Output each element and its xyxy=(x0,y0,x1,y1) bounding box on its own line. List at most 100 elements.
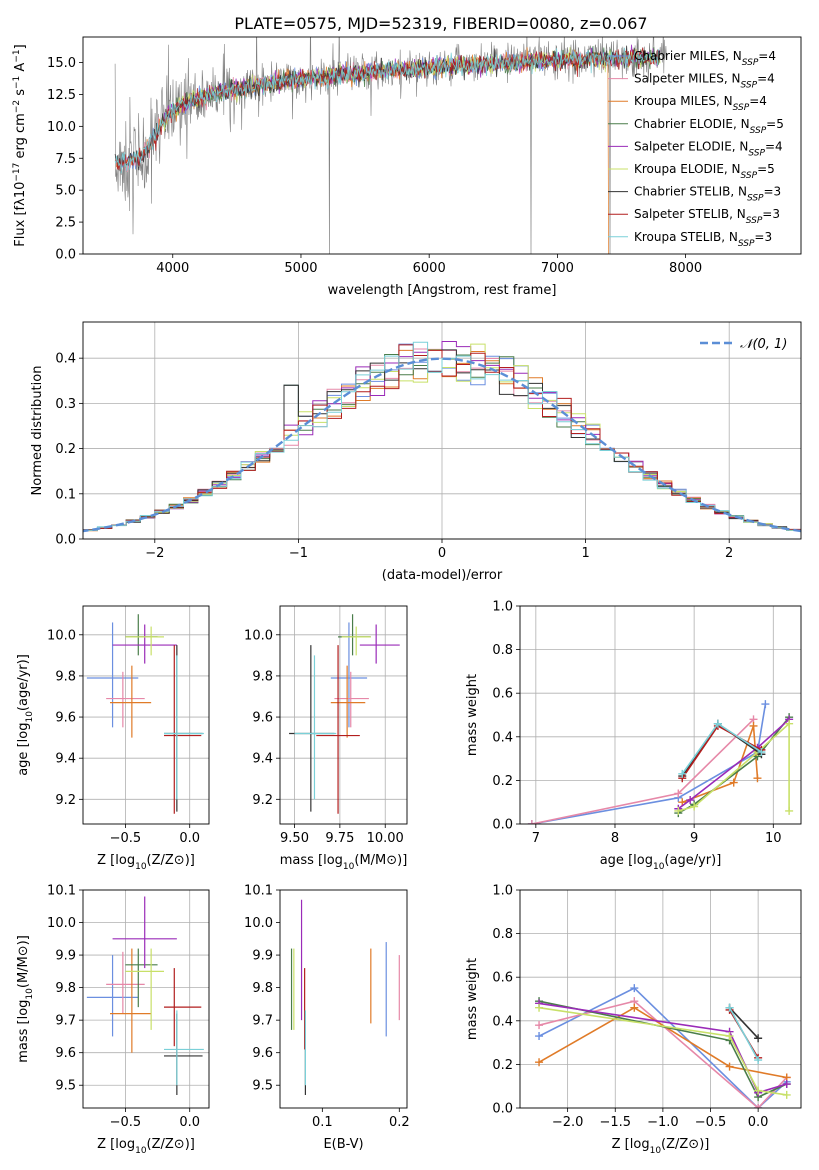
y-tick-label: 0.6 xyxy=(492,971,513,986)
normal-distribution-curve xyxy=(83,357,801,533)
y-tick-label: 0.2 xyxy=(55,442,76,457)
axes-frame xyxy=(519,605,802,825)
y-tick-label: 9.8 xyxy=(252,669,273,684)
point-marker-kroupa-elodie xyxy=(754,1086,763,1095)
y-tick-label: 9.8 xyxy=(55,669,76,684)
axes-frame xyxy=(82,889,210,1109)
plot-area xyxy=(83,341,801,534)
y-tick-label: 0.1 xyxy=(55,487,76,502)
series-line-kroupa-miles xyxy=(538,1006,787,1079)
x-tick-label: 10 xyxy=(765,831,782,846)
x-tick-label: −0.5 xyxy=(695,1115,727,1130)
y-tick-label: 10.0 xyxy=(47,916,76,931)
point-marker-chabrier-miles xyxy=(630,984,639,993)
point-marker-chabrier-stelib xyxy=(754,1034,763,1043)
y-tick-label: 5.0 xyxy=(55,184,76,199)
plot-area xyxy=(535,984,791,1108)
plot-area xyxy=(114,37,667,254)
histogram-kroupa-stelib xyxy=(83,341,801,534)
x-axis-label: Z [log10(Z/Z⊙)] xyxy=(97,853,195,872)
legend-label-salpeter-stelib: Salpeter STELIB, NSSP=3 xyxy=(634,207,780,226)
y-tick-label: 9.4 xyxy=(55,752,76,767)
axes-frame xyxy=(279,889,408,1109)
y-tick-label: 9.5 xyxy=(252,1079,273,1094)
plot-area xyxy=(86,896,204,1095)
series-line-chabrier-miles xyxy=(531,703,767,824)
y-tick-label: 0.0 xyxy=(492,818,513,833)
plot-area xyxy=(290,899,400,1095)
y-tick-label: 9.9 xyxy=(55,949,76,964)
axes-frame xyxy=(82,321,802,540)
x-tick-label: −0.5 xyxy=(110,1115,142,1130)
x-tick-label: 2 xyxy=(725,546,733,561)
x-tick-label: −2.0 xyxy=(552,1115,584,1130)
x-axis-label: Z [log10(Z/Z⊙)] xyxy=(612,1137,710,1156)
series-line-chabrier-elodie xyxy=(538,1000,788,1099)
x-tick-label: 9.50 xyxy=(280,831,309,846)
y-tick-label: 9.6 xyxy=(252,711,273,726)
y-tick-label: 9.2 xyxy=(252,793,273,808)
y-tick-label: 0.3 xyxy=(55,397,76,412)
x-axis-label: age [log10(age/yr)] xyxy=(600,853,722,872)
x-tick-label: 0.1 xyxy=(312,1115,333,1130)
x-tick-label: 8 xyxy=(611,831,619,846)
y-tick-label: 9.6 xyxy=(55,1046,76,1061)
point-marker-salpeter-miles xyxy=(754,1104,763,1108)
y-tick-label: 9.6 xyxy=(252,1046,273,1061)
plot-area xyxy=(289,614,400,814)
y-tick-label: 7.5 xyxy=(55,152,76,167)
age-vs-mass-panel: 9.50 9.75 10.00 9.2 9.4 9.6 9.8 10.0 mass [log10… xyxy=(244,605,408,872)
y-tick-label: 0.8 xyxy=(492,927,513,942)
y-tick-label: 0.2 xyxy=(492,1058,513,1073)
y-tick-label: 10.1 xyxy=(244,884,273,899)
point-marker-chabrier-miles xyxy=(761,700,770,709)
mass-weight-vs-metallicity-panel: −2.0 −1.5 −1.0 −0.5 0.0 0.0 0.2 0.4 0.6 0.8 1.0 Z [… xyxy=(465,884,802,1156)
y-tick-label: 10.1 xyxy=(47,884,76,899)
legend-label-chabrier-miles: Chabrier MILES, NSSP=4 xyxy=(634,49,776,68)
y-tick-label: 0.0 xyxy=(492,1102,513,1117)
model-spectrum-kroupa-stelib xyxy=(114,47,661,174)
point-marker-kroupa-stelib xyxy=(678,769,687,778)
x-tick-label: 9.75 xyxy=(325,831,354,846)
y-tick-label: 15.0 xyxy=(47,56,76,71)
x-tick-label: 0.0 xyxy=(748,1115,769,1130)
x-tick-label: 8000 xyxy=(669,261,702,276)
series-line-kroupa-stelib xyxy=(728,1007,759,1061)
x-tick-label: 9 xyxy=(690,831,698,846)
series-line-salpeter-miles xyxy=(531,718,755,824)
y-tick-label: 9.7 xyxy=(252,1014,273,1029)
y-tick-label: 0.4 xyxy=(492,1014,513,1029)
point-marker-kroupa-elodie xyxy=(785,719,794,728)
y-tick-label: 10.0 xyxy=(47,120,76,135)
x-tick-label: 0 xyxy=(438,546,446,561)
figure-title: PLATE=0575, MJD=52319, FIBERID=0080, z=0… xyxy=(234,14,647,33)
y-tick-label: 0.6 xyxy=(492,687,513,702)
series-line-chabrier-stelib xyxy=(729,1007,759,1039)
plot-area xyxy=(527,700,794,824)
series-line-salpeter-elodie xyxy=(677,718,790,810)
point-marker-kroupa-miles xyxy=(749,721,758,730)
x-axis-label: (data-model)/error xyxy=(382,568,503,583)
y-tick-label: 0.2 xyxy=(492,774,513,789)
x-tick-label: 6000 xyxy=(413,261,446,276)
y-tick-label: 0.4 xyxy=(492,730,513,745)
y-tick-label: 0.8 xyxy=(492,643,513,658)
legend-label-salpeter-elodie: Salpeter ELODIE, NSSP=4 xyxy=(634,139,783,158)
legend-label-kroupa-stelib: Kroupa STELIB, NSSP=3 xyxy=(634,230,772,249)
x-axis-label: mass [log10(M/M⊙)] xyxy=(280,853,408,872)
point-marker-kroupa-miles xyxy=(630,1003,639,1012)
axes-frame xyxy=(82,605,210,825)
residuals-histogram-panel: −2 −1 0 1 2 0.0 0.1 0.2 0.3 0.4 (data-model)/error… xyxy=(30,321,802,583)
x-tick-label: −1 xyxy=(289,546,308,561)
y-axis-label: mass weight xyxy=(465,674,480,756)
observed-spectrum-line xyxy=(114,37,667,254)
point-marker-kroupa-elodie xyxy=(785,806,794,815)
y-axis-label: mass [log10(M/M⊙)] xyxy=(16,935,35,1063)
y-tick-label: 0.0 xyxy=(55,533,76,548)
series-line-chabrier-miles xyxy=(538,987,788,1108)
point-marker-kroupa-elodie xyxy=(725,1032,734,1041)
point-marker-salpeter-miles xyxy=(535,1021,544,1030)
x-axis-label: E(B-V) xyxy=(323,1137,363,1152)
y-tick-label: 10.0 xyxy=(244,916,273,931)
